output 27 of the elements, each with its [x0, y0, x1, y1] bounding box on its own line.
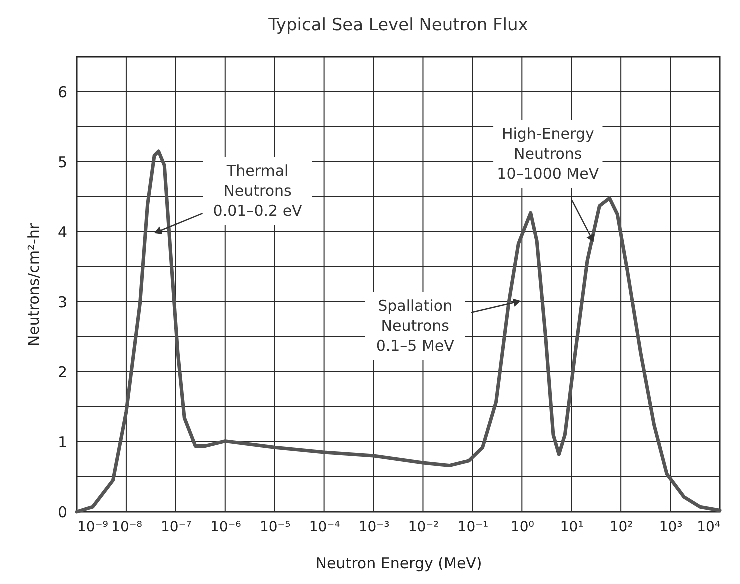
x-tick-label: 10²	[610, 520, 634, 536]
annotation: Spallation Neutrons 0.1–5 MeV	[376, 297, 456, 355]
x-tick-label: 10⁻⁷	[161, 520, 192, 536]
x-tick-label: 10⁻⁵	[260, 520, 291, 536]
x-tick-label: 10⁻³	[358, 520, 390, 536]
y-tick-label: 0	[58, 504, 68, 522]
y-tick-label: 2	[58, 364, 68, 382]
y-tick-label: 3	[58, 294, 68, 312]
x-tick-label: 10¹	[560, 520, 584, 536]
y-tick-label: 4	[58, 224, 68, 242]
y-tick-label: 1	[58, 434, 68, 452]
y-tick-label: 6	[58, 84, 68, 102]
x-tick-label: 10⁻⁴	[309, 520, 341, 536]
chart-title: Typical Sea Level Neutron Flux	[268, 16, 528, 36]
x-tick-label: 10⁴	[697, 520, 721, 536]
annotation: High-Energy Neutrons 10–1000 MeV	[497, 125, 600, 183]
x-tick-label: 10⁰	[510, 520, 535, 536]
x-axis-title: Neutron Energy (MeV)	[316, 554, 482, 572]
annotation: Thermal Neutrons 0.01–0.2 eV	[213, 162, 304, 220]
x-tick-label: 10³	[659, 520, 683, 536]
x-tick-label: 10⁻⁶	[210, 520, 242, 536]
x-tick-label: 10⁻⁸	[112, 520, 143, 536]
y-axis-title: Neutrons/cm²-hr	[24, 222, 43, 347]
x-tick-label: 10⁻¹	[458, 520, 489, 536]
y-tick-label: 5	[58, 154, 68, 172]
x-tick-label: 10⁻²	[408, 520, 440, 536]
x-tick-label: 10⁻⁹	[78, 520, 109, 536]
